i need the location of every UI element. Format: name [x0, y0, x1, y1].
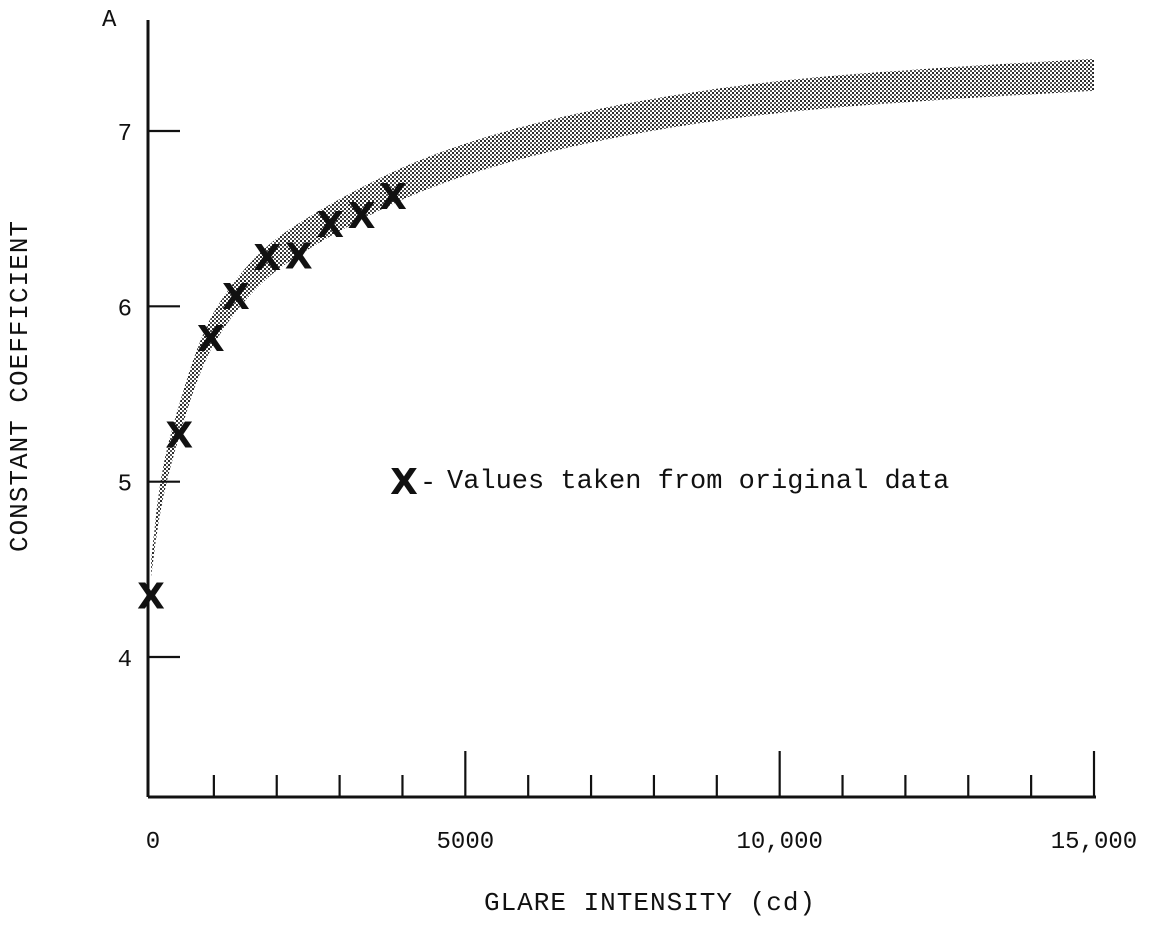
- legend-text: Values taken from original data: [447, 467, 949, 497]
- data-point-marker: X: [253, 238, 281, 279]
- y-tick-label: 4: [118, 647, 132, 674]
- x-tick-label: 0: [146, 829, 160, 856]
- x-axis-title: GLARE INTENSITY (cd): [484, 888, 816, 918]
- data-point-marker: X: [379, 177, 407, 218]
- y-tick-label: 6: [118, 296, 132, 323]
- data-point-marker: X: [197, 319, 225, 360]
- x-tick-label: 15,000: [1051, 829, 1137, 856]
- data-point-marker: X: [165, 415, 193, 456]
- y-tick-label: 7: [118, 121, 132, 148]
- trend-band-shape: [151, 58, 1094, 578]
- legend-dash: -: [420, 469, 436, 499]
- panel-label: A: [102, 7, 117, 34]
- data-point-marker: X: [137, 577, 165, 618]
- x-tick-label: 10,000: [736, 829, 822, 856]
- data-point-marker: X: [316, 205, 344, 246]
- data-point-marker: X: [285, 236, 313, 277]
- y-axis-title: CONSTANT COEFFICIENT: [5, 220, 35, 552]
- legend-marker-icon: X: [390, 462, 418, 503]
- data-point-marker: X: [222, 277, 250, 318]
- legend: X - Values taken from original data: [390, 462, 949, 503]
- x-tick-label: 5000: [437, 829, 495, 856]
- trend-band: [151, 58, 1094, 578]
- data-point-marker: X: [348, 196, 376, 237]
- y-tick-label: 5: [118, 472, 132, 499]
- axis-ticks: 0 5000 10,000 15,000 4 5 6 7: [118, 121, 1138, 856]
